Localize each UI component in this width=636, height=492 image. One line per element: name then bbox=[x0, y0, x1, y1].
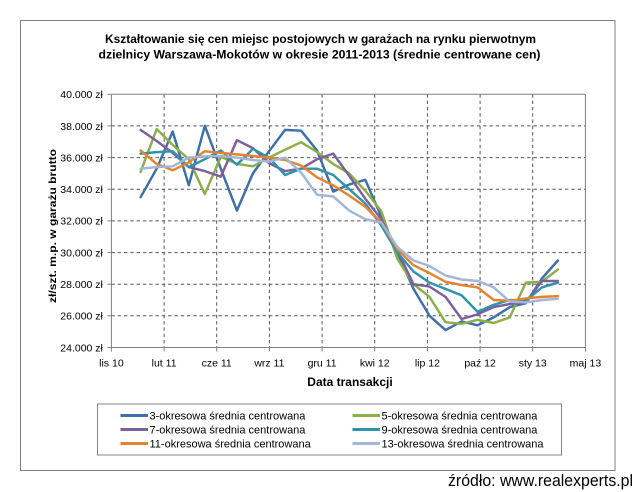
svg-text:kwi 12: kwi 12 bbox=[360, 357, 390, 369]
svg-text:38.000 zł: 38.000 zł bbox=[60, 121, 103, 133]
svg-text:3-okresowa średnia centrowana: 3-okresowa średnia centrowana bbox=[150, 411, 307, 423]
svg-text:sty 13: sty 13 bbox=[519, 357, 547, 369]
svg-text:13-okresowa średnia centrowana: 13-okresowa średnia centrowana bbox=[382, 439, 545, 451]
svg-text:maj 13: maj 13 bbox=[570, 357, 602, 369]
svg-text:34.000 zł: 34.000 zł bbox=[60, 184, 103, 196]
svg-text:28.000 zł: 28.000 zł bbox=[60, 279, 103, 291]
svg-text:Kształtowanie się cen miejsc p: Kształtowanie się cen miejsc postojowych… bbox=[105, 32, 536, 46]
svg-text:5-okresowa średnia centrowana: 5-okresowa średnia centrowana bbox=[382, 411, 539, 423]
svg-text:7-okresowa średnia centrowana: 7-okresowa średnia centrowana bbox=[150, 425, 307, 437]
svg-text:gru 11: gru 11 bbox=[308, 357, 337, 369]
svg-text:źródło: www.realexperts.pl: źródło: www.realexperts.pl bbox=[448, 471, 633, 490]
svg-text:wrz 11: wrz 11 bbox=[253, 357, 284, 369]
svg-text:26.000 zł: 26.000 zł bbox=[60, 311, 103, 323]
svg-text:32.000 zł: 32.000 zł bbox=[60, 216, 103, 228]
svg-text:24.000 zł: 24.000 zł bbox=[60, 342, 103, 354]
svg-text:11-okresowa średnia centrowana: 11-okresowa średnia centrowana bbox=[150, 439, 312, 451]
svg-text:lip 12: lip 12 bbox=[415, 357, 440, 369]
svg-text:cze 11: cze 11 bbox=[202, 357, 232, 369]
svg-text:9-okresowa średnia centrowana: 9-okresowa średnia centrowana bbox=[382, 425, 539, 437]
svg-text:paź 12: paź 12 bbox=[464, 357, 496, 369]
svg-text:40.000 zł: 40.000 zł bbox=[60, 89, 103, 101]
svg-text:lis 10: lis 10 bbox=[99, 357, 124, 369]
svg-text:36.000 zł: 36.000 zł bbox=[60, 152, 103, 164]
svg-text:Data transakcji: Data transakcji bbox=[307, 375, 392, 389]
svg-text:lut 11: lut 11 bbox=[152, 357, 177, 369]
svg-text:zł/szt. m.p. w garażu brutto: zł/szt. m.p. w garażu brutto bbox=[47, 149, 59, 303]
svg-text:30.000 zł: 30.000 zł bbox=[60, 247, 103, 259]
svg-text:dzielnicy Warszawa-Mokotów w o: dzielnicy Warszawa-Mokotów w okresie 201… bbox=[99, 48, 541, 62]
